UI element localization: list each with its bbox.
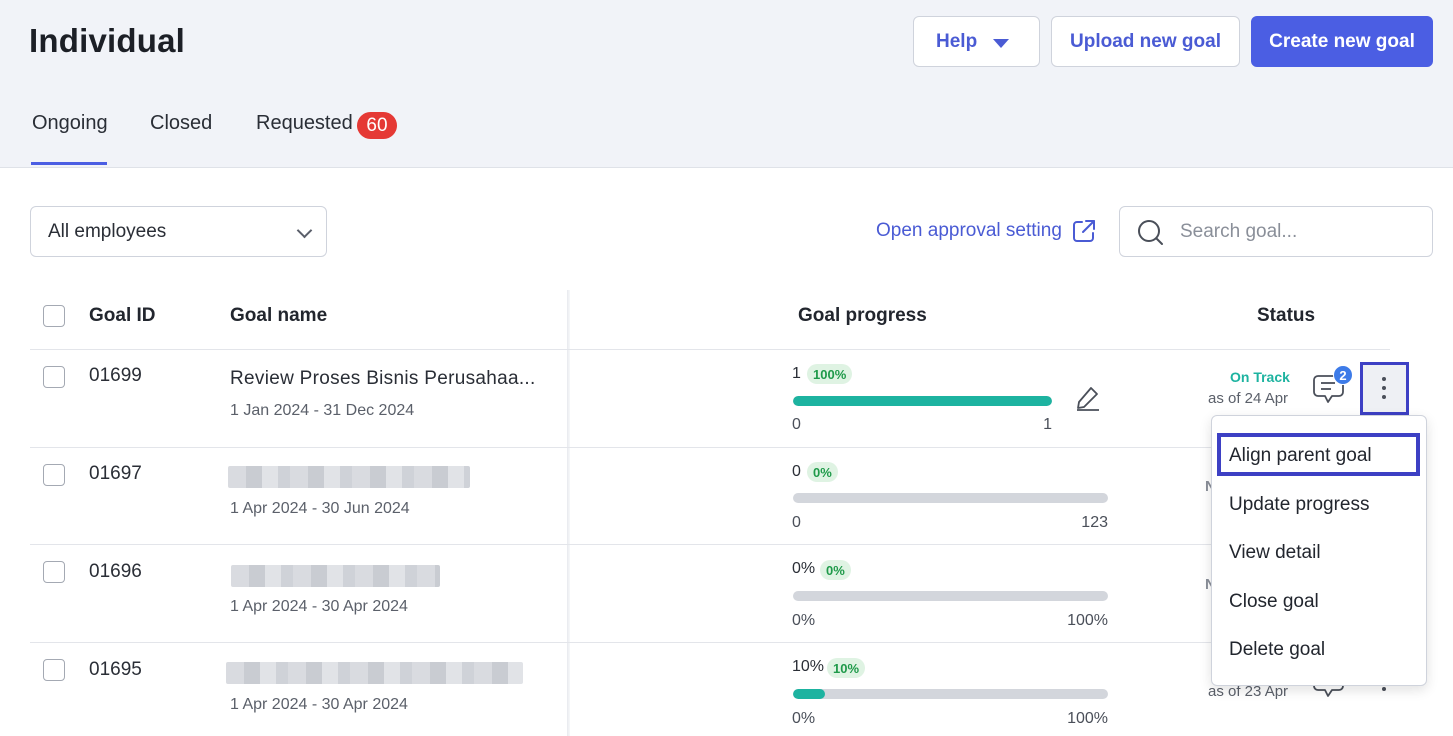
- create-new-goal-button[interactable]: Create new goal: [1251, 16, 1433, 67]
- search-input[interactable]: [1180, 217, 1420, 247]
- menu-item-close-goal[interactable]: Close goal: [1229, 591, 1319, 612]
- row-actions-menu: Align parent goal Update progress View d…: [1211, 415, 1427, 686]
- row-divider: [30, 544, 1390, 545]
- search-icon: [1138, 220, 1163, 245]
- select-all-checkbox[interactable]: [43, 305, 65, 327]
- goal-id: 01695: [89, 659, 142, 680]
- goal-name[interactable]: Review Proses Bisnis Perusahaa...: [230, 368, 536, 389]
- row-checkbox[interactable]: [43, 464, 65, 486]
- page-header: Individual Help Upload new goal Create n…: [0, 0, 1453, 168]
- row-checkbox[interactable]: [43, 659, 65, 681]
- requested-count-badge: 60: [357, 112, 397, 139]
- comment-icon[interactable]: [1313, 682, 1345, 698]
- row-checkbox[interactable]: [43, 366, 65, 388]
- tab-requested[interactable]: Requested: [256, 112, 353, 134]
- open-approval-setting-link[interactable]: Open approval setting: [876, 220, 1062, 241]
- goal-id: 01699: [89, 365, 142, 386]
- employee-filter-value: All employees: [48, 220, 167, 242]
- progress-max: 123: [1081, 514, 1108, 531]
- goal-id: 01697: [89, 463, 142, 484]
- column-header-goal-progress[interactable]: Goal progress: [798, 305, 927, 326]
- upload-new-goal-button[interactable]: Upload new goal: [1051, 16, 1240, 67]
- status-date: as of 23 Apr: [1208, 683, 1289, 700]
- menu-item-update-progress[interactable]: Update progress: [1229, 494, 1370, 515]
- goal-dates: 1 Apr 2024 - 30 Apr 2024: [230, 696, 408, 713]
- goal-name-redacted[interactable]: [228, 466, 470, 488]
- goal-dates: 1 Jan 2024 - 31 Dec 2024: [230, 402, 415, 419]
- active-tab-indicator: [31, 162, 107, 165]
- progress-bar: [793, 689, 1108, 699]
- row-divider: [30, 349, 1390, 350]
- menu-item-highlight: [1217, 433, 1420, 476]
- progress-current-value: 0%: [792, 560, 816, 577]
- goal-name-redacted[interactable]: [231, 565, 440, 587]
- kebab-dot: [1382, 386, 1386, 390]
- row-divider: [30, 642, 1390, 643]
- progress-max: 1: [1043, 416, 1052, 433]
- chevron-down-icon: [296, 222, 313, 239]
- progress-percent-badge: 0%: [807, 462, 838, 482]
- column-header-goal-name[interactable]: Goal name: [230, 305, 328, 326]
- goal-dates: 1 Apr 2024 - 30 Apr 2024: [230, 598, 408, 615]
- progress-min: 0%: [792, 710, 816, 727]
- row-actions-kebab-button[interactable]: [1382, 687, 1386, 691]
- progress-max: 100%: [1067, 710, 1108, 727]
- tab-closed[interactable]: Closed: [150, 112, 213, 134]
- progress-min: 0%: [792, 612, 816, 629]
- progress-bar-fill: [793, 396, 1052, 406]
- row-divider: [30, 447, 1390, 448]
- page-title: Individual: [29, 22, 186, 59]
- menu-item-view-detail[interactable]: View detail: [1229, 542, 1321, 563]
- kebab-dot: [1382, 377, 1386, 381]
- edit-progress-pencil-icon[interactable]: [1076, 385, 1100, 411]
- kebab-dot: [1382, 395, 1386, 399]
- row-actions-kebab-button[interactable]: [1360, 362, 1409, 415]
- tab-ongoing[interactable]: Ongoing: [32, 112, 108, 134]
- row-checkbox[interactable]: [43, 561, 65, 583]
- progress-max: 100%: [1067, 612, 1108, 629]
- progress-bar: [793, 493, 1108, 503]
- progress-bar: [793, 591, 1108, 601]
- employee-filter-select[interactable]: All employees: [30, 206, 327, 257]
- status-date: as of 24 Apr: [1208, 390, 1289, 407]
- help-button[interactable]: Help: [913, 16, 1040, 67]
- menu-item-align-parent-goal[interactable]: Align parent goal: [1229, 445, 1372, 466]
- progress-current-value: 10%: [792, 658, 825, 675]
- progress-percent-badge: 0%: [820, 560, 851, 580]
- progress-bar: [793, 396, 1052, 406]
- external-link-icon[interactable]: [1071, 218, 1097, 244]
- column-header-goal-id[interactable]: Goal ID: [89, 305, 156, 326]
- search-box[interactable]: [1119, 206, 1433, 257]
- goal-name-redacted[interactable]: [226, 662, 523, 684]
- status-label-partial: N: [1205, 576, 1216, 593]
- goal-id: 01696: [89, 561, 142, 582]
- comment-count-badge: 2: [1333, 365, 1353, 385]
- progress-percent-badge: 10%: [827, 658, 866, 678]
- menu-item-delete-goal[interactable]: Delete goal: [1229, 639, 1326, 660]
- progress-percent-badge: 100%: [807, 364, 853, 384]
- progress-min: 0: [792, 416, 801, 433]
- goal-dates: 1 Apr 2024 - 30 Jun 2024: [230, 500, 410, 517]
- status-label-partial: N: [1205, 478, 1216, 495]
- sticky-column-divider: [567, 290, 570, 736]
- progress-current-value: 0: [792, 463, 801, 480]
- column-header-status[interactable]: Status: [1257, 305, 1316, 326]
- help-button-label: Help: [936, 30, 978, 52]
- progress-bar-fill: [793, 689, 825, 699]
- progress-min: 0: [792, 514, 801, 531]
- progress-current-value: 1: [792, 365, 801, 382]
- caret-down-icon: [993, 39, 1009, 48]
- status-label: On Track: [1230, 369, 1290, 385]
